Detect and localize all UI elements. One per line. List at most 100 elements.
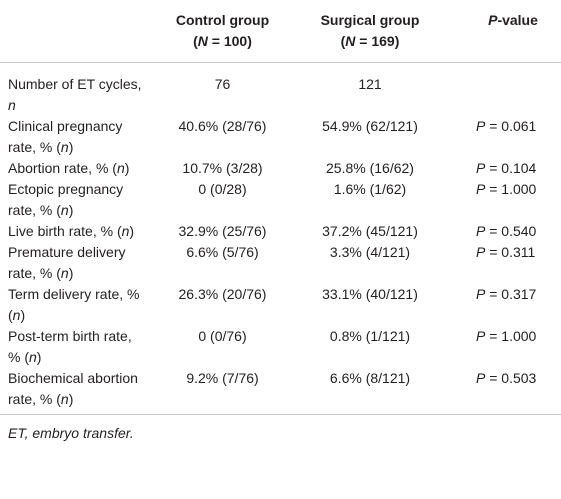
text: = 0.311	[485, 244, 536, 260]
text: 37.2% (45/121)	[322, 223, 418, 239]
cell-line: rate, % (n)	[8, 200, 170, 221]
value-cell: P = 1.000	[465, 326, 561, 368]
value-cell: 0 (0/28)	[170, 179, 275, 221]
italic-text: n	[116, 160, 125, 176]
value-cell: 25.8% (16/62)	[275, 158, 465, 179]
table-row: Abortion rate, % (n) 10.7% (3/28) 25.8% (1…	[0, 158, 561, 179]
cell-line: % (n)	[8, 347, 170, 368]
cell-line: 10.7% (3/28)	[170, 158, 275, 179]
text: 3.3% (4/121)	[329, 244, 411, 260]
cell-line: Number of ET cycles,	[8, 74, 170, 95]
row-label: Premature delivery rate, % (n)	[0, 242, 170, 284]
text: = 0.503	[485, 370, 537, 386]
text: Post-term birth rate,	[8, 328, 132, 344]
text: )	[68, 265, 74, 281]
italic-text: N	[197, 33, 208, 49]
cell-line: 121	[275, 74, 465, 95]
italic-text: P	[476, 286, 486, 302]
text: Biochemical abortion	[8, 370, 138, 386]
text: Clinical pregnancy	[8, 118, 123, 134]
italic-text: P	[476, 118, 486, 134]
cell-line: 0 (0/28)	[170, 179, 275, 200]
header-cell: Control group (N = 100)	[170, 0, 275, 63]
cell-line: Clinical pregnancy	[8, 116, 170, 137]
cell-line: 1.6% (1/62)	[275, 179, 465, 200]
text: 9.2% (7/76)	[186, 370, 259, 386]
text: Premature delivery	[8, 244, 126, 260]
italic-text: n	[29, 349, 37, 365]
value-cell: 1.6% (1/62)	[275, 179, 465, 221]
table-row: Clinical pregnancy rate, % (n) 40.6% (28/7…	[0, 116, 561, 158]
header-cell: P-value	[465, 0, 561, 63]
italic-text: N	[345, 33, 356, 49]
cell-line: 6.6% (8/121)	[275, 368, 465, 389]
cell-line: 54.9% (62/121)	[275, 116, 465, 137]
value-cell: 10.7% (3/28)	[170, 158, 275, 179]
text: 33.1% (40/121)	[322, 286, 418, 302]
value-cell: P = 1.000	[465, 179, 561, 221]
cell-line: Term delivery rate, %	[8, 284, 170, 305]
cell-line: 26.3% (20/76)	[170, 284, 275, 305]
text: = 0.540	[485, 223, 537, 239]
cell-line: Abortion rate, % (n)	[8, 158, 170, 179]
text: Abortion rate, % (	[8, 160, 117, 176]
table-row: Premature delivery rate, % (n) 6.6% (5/76)…	[0, 242, 561, 284]
text: )	[124, 160, 130, 176]
cell-line: rate, % (n)	[8, 137, 170, 158]
cell-line: Ectopic pregnancy	[8, 179, 170, 200]
text: -value	[497, 12, 538, 28]
italic-text: n	[8, 97, 16, 113]
cell-line: (n)	[8, 305, 170, 326]
row-label: Ectopic pregnancy rate, % (n)	[0, 179, 170, 221]
italic-text: P	[488, 12, 498, 28]
table-row: Biochemical abortion rate, % (n) 9.2% (7/7…	[0, 368, 561, 415]
cell-line: Premature delivery	[8, 242, 170, 263]
text: rate, % (	[8, 139, 61, 155]
cell-line: P = 0.061	[476, 116, 561, 137]
italic-text: n	[60, 391, 69, 407]
cell-line: 32.9% (25/76)	[170, 221, 275, 242]
italic-text: P	[476, 328, 486, 344]
italic-text: n	[60, 265, 69, 281]
text: 25.8% (16/62)	[326, 160, 414, 176]
value-cell: 76	[170, 63, 275, 117]
text: )	[68, 391, 74, 407]
value-cell: P = 0.104	[465, 158, 561, 179]
italic-text: n	[12, 307, 21, 323]
value-cell: 0.8% (1/121)	[275, 326, 465, 368]
text: 0 (0/28)	[198, 181, 247, 197]
header-row: Control group (N = 100) Surgical group (N =…	[0, 0, 561, 63]
value-cell: 121	[275, 63, 465, 117]
italic-text: n	[121, 223, 130, 239]
value-cell: P = 0.503	[465, 368, 561, 415]
text: )	[68, 139, 74, 155]
text: 6.6% (5/76)	[186, 244, 259, 260]
value-cell: P = 0.540	[465, 221, 561, 242]
cell-line: 37.2% (45/121)	[275, 221, 465, 242]
text: (	[193, 33, 198, 49]
text: = 0.061	[485, 118, 537, 134]
row-label: Term delivery rate, % (n)	[0, 284, 170, 326]
text: = 0.317	[485, 286, 537, 302]
cell-line: P = 0.317	[476, 284, 561, 305]
row-label: Clinical pregnancy rate, % (n)	[0, 116, 170, 158]
data-table: Control group (N = 100) Surgical group (N =…	[0, 0, 561, 415]
text: 26.3% (20/76)	[178, 286, 267, 302]
text: (	[8, 307, 13, 323]
header-cell: Surgical group (N = 169)	[275, 0, 465, 63]
text: )	[68, 202, 74, 218]
value-cell: P = 0.317	[465, 284, 561, 326]
value-cell: P = 0.061	[465, 116, 561, 158]
text: (	[340, 33, 346, 49]
text: 0.8% (1/121)	[329, 328, 411, 344]
cell-line: 3.3% (4/121)	[275, 242, 465, 263]
text: 54.9% (62/121)	[322, 118, 418, 134]
text: = 0.104	[485, 160, 537, 176]
cell-line: P = 0.503	[476, 368, 561, 389]
cell-line: P = 0.540	[476, 221, 561, 242]
text: Control group	[175, 12, 270, 28]
text: 40.6% (28/76)	[178, 118, 267, 134]
cell-line: 40.6% (28/76)	[170, 116, 275, 137]
text: Ectopic pregnancy	[8, 181, 124, 197]
row-label: Biochemical abortion rate, % (n)	[0, 368, 170, 415]
